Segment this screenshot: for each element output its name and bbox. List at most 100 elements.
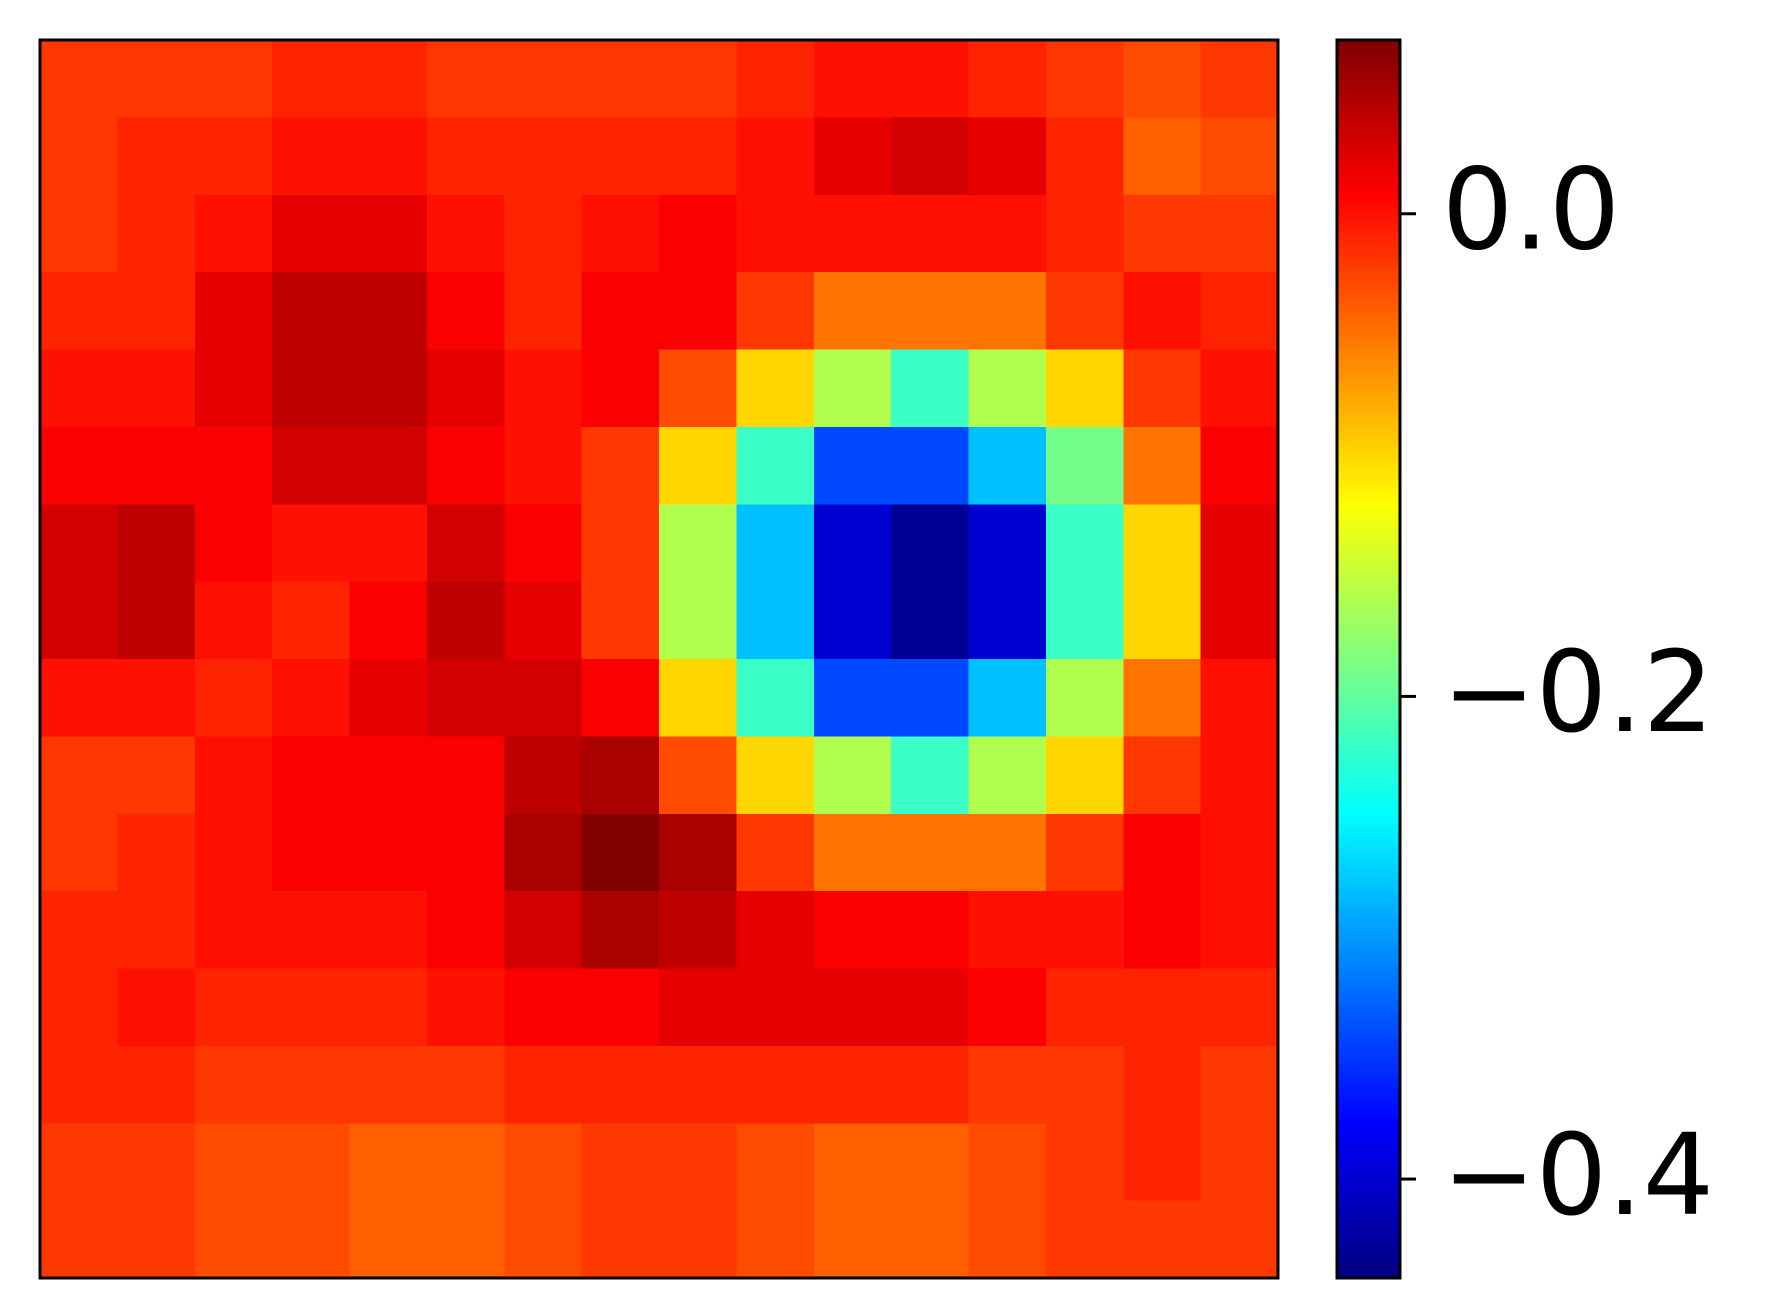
heatmap-cell — [736, 426, 815, 505]
heatmap-cell — [349, 736, 428, 815]
heatmap-cell — [736, 891, 815, 970]
heatmap-cell — [891, 194, 970, 273]
heatmap-cell — [349, 117, 428, 196]
heatmap-cell — [117, 891, 196, 970]
colorbar-tick-label: −0.2 — [1442, 628, 1714, 758]
heatmap-cell — [891, 40, 970, 118]
heatmap-cell — [194, 1045, 273, 1124]
heatmap-cell — [117, 1123, 196, 1202]
heatmap-cell — [891, 736, 970, 815]
heatmap-cell — [426, 581, 505, 660]
heatmap-cell — [1045, 272, 1124, 351]
heatmap-cell — [426, 504, 505, 583]
heatmap-cell — [581, 1200, 660, 1279]
heatmap-cell — [1200, 1045, 1279, 1124]
heatmap-cell — [736, 349, 815, 428]
heatmap-cell — [504, 117, 583, 196]
heatmap-cell — [891, 891, 970, 970]
heatmap-cell — [40, 813, 118, 892]
heatmap-cell — [194, 194, 273, 273]
heatmap-cell — [581, 40, 660, 118]
heatmap-cell — [1123, 349, 1202, 428]
heatmap-cell — [1045, 40, 1124, 118]
heatmap-cell — [1123, 504, 1202, 583]
heatmap-cell — [813, 968, 892, 1047]
heatmap-cell — [581, 813, 660, 892]
heatmap-cell — [272, 40, 351, 118]
heatmap-cell — [1123, 581, 1202, 660]
heatmap-cell — [659, 659, 737, 737]
heatmap-cell — [426, 272, 505, 351]
heatmap-cell — [581, 349, 660, 428]
heatmap-cell — [117, 504, 196, 583]
heatmap-cell — [1200, 349, 1279, 428]
heatmap-cell — [736, 504, 815, 583]
heatmap-cell — [349, 426, 428, 505]
heatmap-cell — [659, 194, 737, 273]
heatmap-cell — [736, 117, 815, 196]
heatmap-cell — [581, 891, 660, 970]
heatmap-cell — [426, 349, 505, 428]
heatmap-cell — [426, 194, 505, 273]
heatmap-cell — [659, 504, 737, 583]
heatmap-cell — [659, 968, 737, 1047]
heatmap-cell — [1123, 659, 1202, 737]
heatmap-cell — [1123, 1200, 1202, 1279]
heatmap-cell — [349, 40, 428, 118]
heatmap-cell — [40, 117, 118, 196]
heatmap-cell — [581, 581, 660, 660]
heatmap-cell — [117, 813, 196, 892]
heatmap-cell — [891, 659, 970, 737]
heatmap-cell — [504, 272, 583, 351]
heatmap-cell — [736, 581, 815, 660]
heatmap-cell — [349, 581, 428, 660]
heatmap-cell — [581, 117, 660, 196]
heatmap-cell — [504, 581, 583, 660]
heatmap-cell — [117, 968, 196, 1047]
heatmap-cell — [1200, 968, 1279, 1047]
heatmap-cell — [813, 426, 892, 505]
heatmap-cell — [504, 968, 583, 1047]
heatmap-cell — [504, 194, 583, 273]
heatmap-cell — [1045, 813, 1124, 892]
heatmap-cell — [813, 272, 892, 351]
heatmap-cell — [659, 426, 737, 505]
heatmap-cell — [272, 272, 351, 351]
heatmap-cell — [968, 504, 1047, 583]
heatmap-cell — [194, 349, 273, 428]
heatmap-cell — [272, 736, 351, 815]
heatmap-cell — [1200, 736, 1279, 815]
heatmap-cell — [40, 736, 118, 815]
heatmap-cell — [1045, 891, 1124, 970]
heatmap-cell — [891, 1200, 970, 1279]
heatmap-cell — [117, 426, 196, 505]
heatmap-cell — [813, 813, 892, 892]
heatmap-cell — [504, 736, 583, 815]
heatmap-cell — [813, 1123, 892, 1202]
heatmap-cell — [504, 659, 583, 737]
heatmap-cell — [581, 272, 660, 351]
heatmap-cell — [813, 659, 892, 737]
heatmap-cell — [194, 1123, 273, 1202]
heatmap-cell — [1045, 426, 1124, 505]
plot-frame — [38, 38, 1280, 1280]
heatmap-cell — [426, 1045, 505, 1124]
heatmap-cell — [659, 1200, 737, 1279]
heatmap-cell — [659, 117, 737, 196]
heatmap-cell — [1200, 1200, 1279, 1279]
heatmap-cell — [581, 1045, 660, 1124]
heatmap-cell — [426, 1123, 505, 1202]
heatmap-cell — [194, 40, 273, 118]
heatmap-cell — [504, 891, 583, 970]
heatmap-cell — [1045, 581, 1124, 660]
heatmap-cell — [1200, 581, 1279, 660]
heatmap-cell — [426, 1200, 505, 1279]
heatmap-cell — [194, 813, 273, 892]
heatmap-cell — [194, 659, 273, 737]
heatmap-cell — [581, 194, 660, 273]
heatmap-cell — [40, 349, 118, 428]
heatmap-cell — [1045, 194, 1124, 273]
heatmap-cell — [968, 426, 1047, 505]
heatmap-cell — [272, 1123, 351, 1202]
heatmap-cell — [968, 349, 1047, 428]
